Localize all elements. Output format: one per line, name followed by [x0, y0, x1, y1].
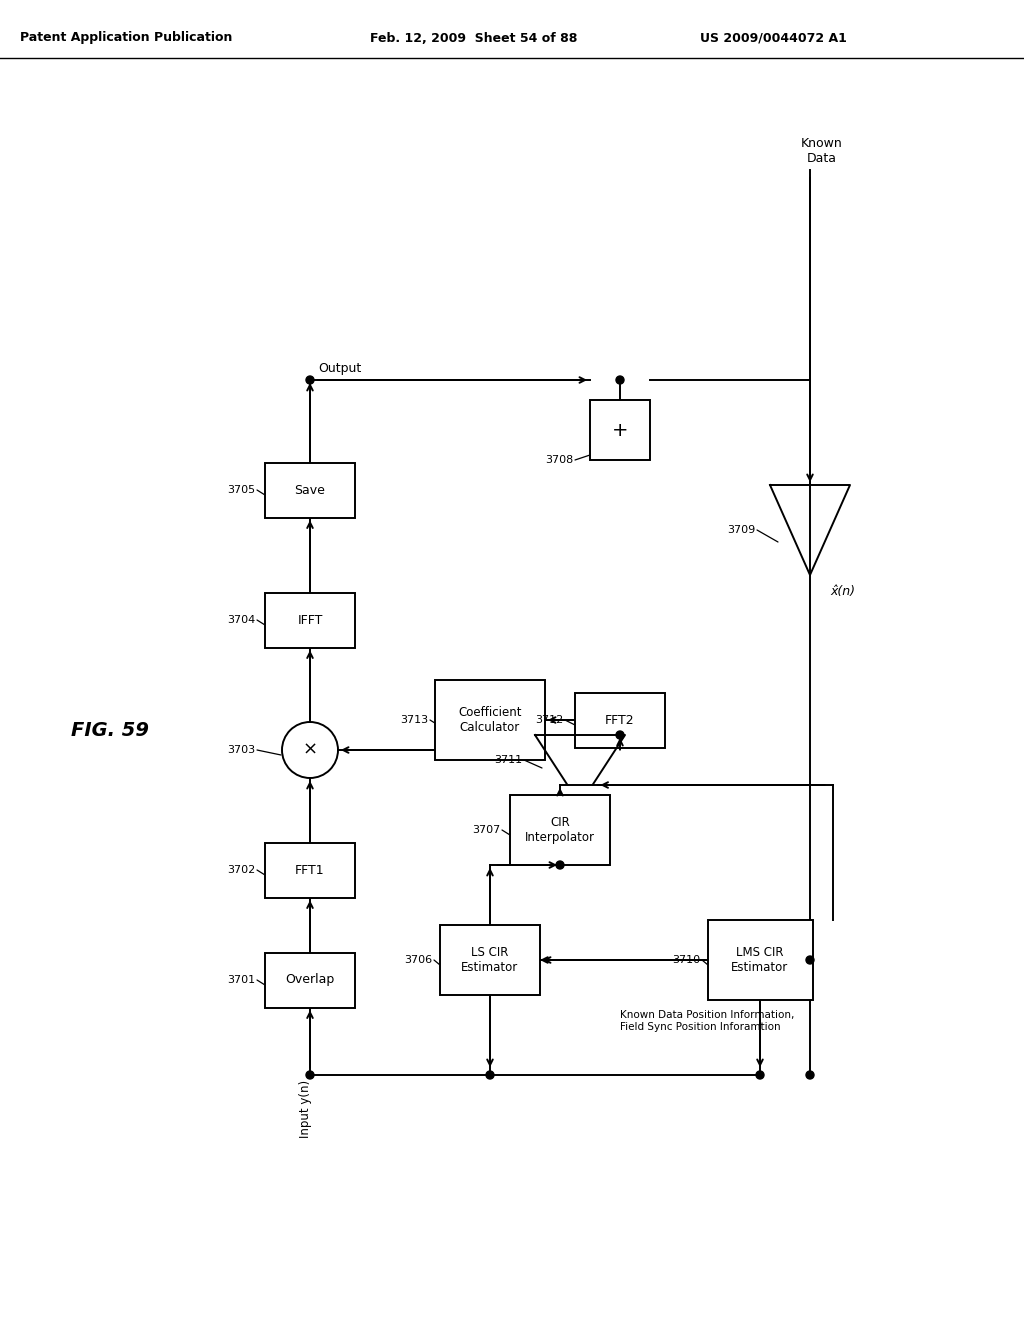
- Text: 3711: 3711: [494, 755, 522, 766]
- Text: ×: ×: [302, 741, 317, 759]
- Text: Input y(n): Input y(n): [299, 1080, 311, 1138]
- Text: IFFT: IFFT: [297, 614, 323, 627]
- Text: Feb. 12, 2009  Sheet 54 of 88: Feb. 12, 2009 Sheet 54 of 88: [370, 32, 578, 45]
- Circle shape: [616, 731, 624, 739]
- Circle shape: [806, 1071, 814, 1078]
- Polygon shape: [770, 484, 850, 576]
- Circle shape: [756, 1071, 764, 1078]
- Text: 3703: 3703: [227, 744, 255, 755]
- Text: Known
Data: Known Data: [801, 137, 843, 165]
- Text: 3709: 3709: [727, 525, 755, 535]
- Text: Patent Application Publication: Patent Application Publication: [20, 32, 232, 45]
- Polygon shape: [535, 735, 625, 785]
- Text: 3704: 3704: [226, 615, 255, 624]
- Text: US 2009/0044072 A1: US 2009/0044072 A1: [700, 32, 847, 45]
- Text: Overlap: Overlap: [286, 974, 335, 986]
- Text: Save: Save: [295, 483, 326, 496]
- Bar: [265, 953, 355, 1007]
- Text: 3702: 3702: [226, 865, 255, 875]
- Text: 3705: 3705: [227, 484, 255, 495]
- Bar: [590, 400, 650, 459]
- Circle shape: [616, 376, 624, 384]
- Text: CIR
Interpolator: CIR Interpolator: [525, 816, 595, 843]
- Text: LS CIR
Estimator: LS CIR Estimator: [462, 946, 518, 974]
- Text: 3708: 3708: [545, 455, 573, 465]
- Text: 3713: 3713: [400, 715, 428, 725]
- Bar: [265, 462, 355, 517]
- Circle shape: [282, 722, 338, 777]
- Circle shape: [806, 956, 814, 964]
- Circle shape: [306, 376, 314, 384]
- Bar: [440, 925, 540, 995]
- Bar: [435, 680, 545, 760]
- Text: Known Data Position Information,
Field Sync Position Inforamtion: Known Data Position Information, Field S…: [620, 1010, 795, 1032]
- Text: Coefficient
Calculator: Coefficient Calculator: [459, 706, 522, 734]
- Text: 3712: 3712: [535, 715, 563, 725]
- Circle shape: [486, 1071, 494, 1078]
- Bar: [575, 693, 665, 747]
- Bar: [265, 842, 355, 898]
- Text: FFT1: FFT1: [295, 863, 325, 876]
- Text: 3710: 3710: [672, 954, 700, 965]
- Text: FFT2: FFT2: [605, 714, 635, 726]
- Text: 3706: 3706: [403, 954, 432, 965]
- Text: FIG. 59: FIG. 59: [71, 721, 150, 739]
- Circle shape: [556, 861, 564, 869]
- Bar: [265, 593, 355, 648]
- Text: LMS CIR
Estimator: LMS CIR Estimator: [731, 946, 788, 974]
- Text: 3701: 3701: [227, 975, 255, 985]
- Text: Output: Output: [318, 362, 361, 375]
- Text: x̂(n): x̂(n): [830, 585, 855, 598]
- Text: +: +: [611, 421, 629, 440]
- Circle shape: [306, 1071, 314, 1078]
- Text: 3707: 3707: [472, 825, 500, 836]
- Bar: [708, 920, 812, 1001]
- Bar: [510, 795, 610, 865]
